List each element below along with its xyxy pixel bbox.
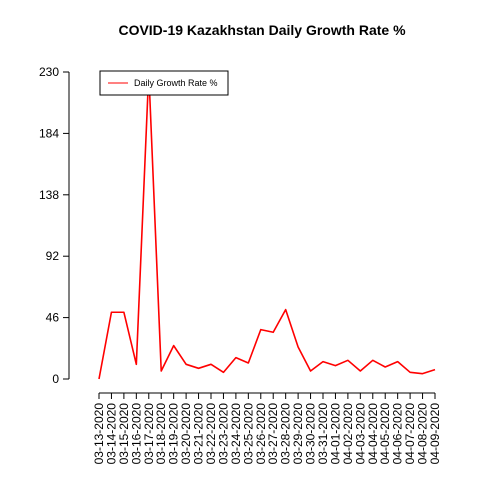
plot-area	[98, 71, 436, 380]
x-tick-label: 04-01-2020	[328, 403, 342, 465]
y-tick-label: 184	[39, 126, 59, 140]
x-tick-label: 03-20-2020	[179, 403, 193, 465]
legend: Daily Growth Rate %	[99, 70, 229, 96]
x-tick-label: 03-18-2020	[154, 403, 168, 465]
x-tick-label: 03-13-2020	[92, 403, 106, 465]
y-tick-label: 138	[39, 188, 59, 202]
y-tick-label: 46	[46, 311, 60, 325]
x-tick-label: 04-07-2020	[403, 403, 417, 465]
x-tick-label: 03-19-2020	[167, 403, 181, 465]
x-tick-label: 04-04-2020	[366, 403, 380, 465]
x-tick-label: 03-31-2020	[316, 403, 330, 465]
y-axis: 0 46 92 138 184 230	[39, 65, 70, 386]
y-tick-label: 0	[52, 372, 59, 386]
x-tick-label: 03-15-2020	[117, 403, 131, 465]
x-tick-label: 04-08-2020	[416, 403, 430, 465]
x-tick-label: 03-28-2020	[279, 403, 293, 465]
x-tick-label: 03-29-2020	[291, 403, 305, 465]
x-tick-label: 03-30-2020	[304, 403, 318, 465]
x-tick-label: 04-05-2020	[378, 403, 392, 465]
x-tick-label: 03-14-2020	[104, 403, 118, 465]
legend-box	[99, 70, 229, 96]
x-tick-label: 04-02-2020	[341, 403, 355, 465]
x-tick-label: 04-09-2020	[428, 403, 442, 465]
chart-title: COVID-19 Kazakhstan Daily Growth Rate %	[118, 22, 406, 38]
x-tick-label: 03-26-2020	[254, 403, 268, 465]
x-tick-label: 03-27-2020	[266, 403, 280, 465]
x-tick-label: 03-23-2020	[216, 403, 230, 465]
x-tick-label: 03-21-2020	[192, 403, 206, 465]
x-tick-label: 03-25-2020	[241, 403, 255, 465]
legend-label: Daily Growth Rate %	[134, 78, 218, 88]
x-tick-label: 03-17-2020	[142, 403, 156, 465]
x-tick-label: 04-06-2020	[391, 403, 405, 465]
x-tick-label: 03-24-2020	[229, 403, 243, 465]
x-axis: 03-13-202003-14-202003-15-202003-16-2020…	[92, 392, 442, 465]
y-tick-label: 230	[39, 65, 59, 79]
x-tick-label: 04-03-2020	[353, 403, 367, 465]
series-line	[98, 71, 436, 380]
x-tick-label: 03-22-2020	[204, 403, 218, 465]
x-tick-label: 03-16-2020	[129, 403, 143, 465]
y-tick-label: 92	[46, 249, 60, 263]
